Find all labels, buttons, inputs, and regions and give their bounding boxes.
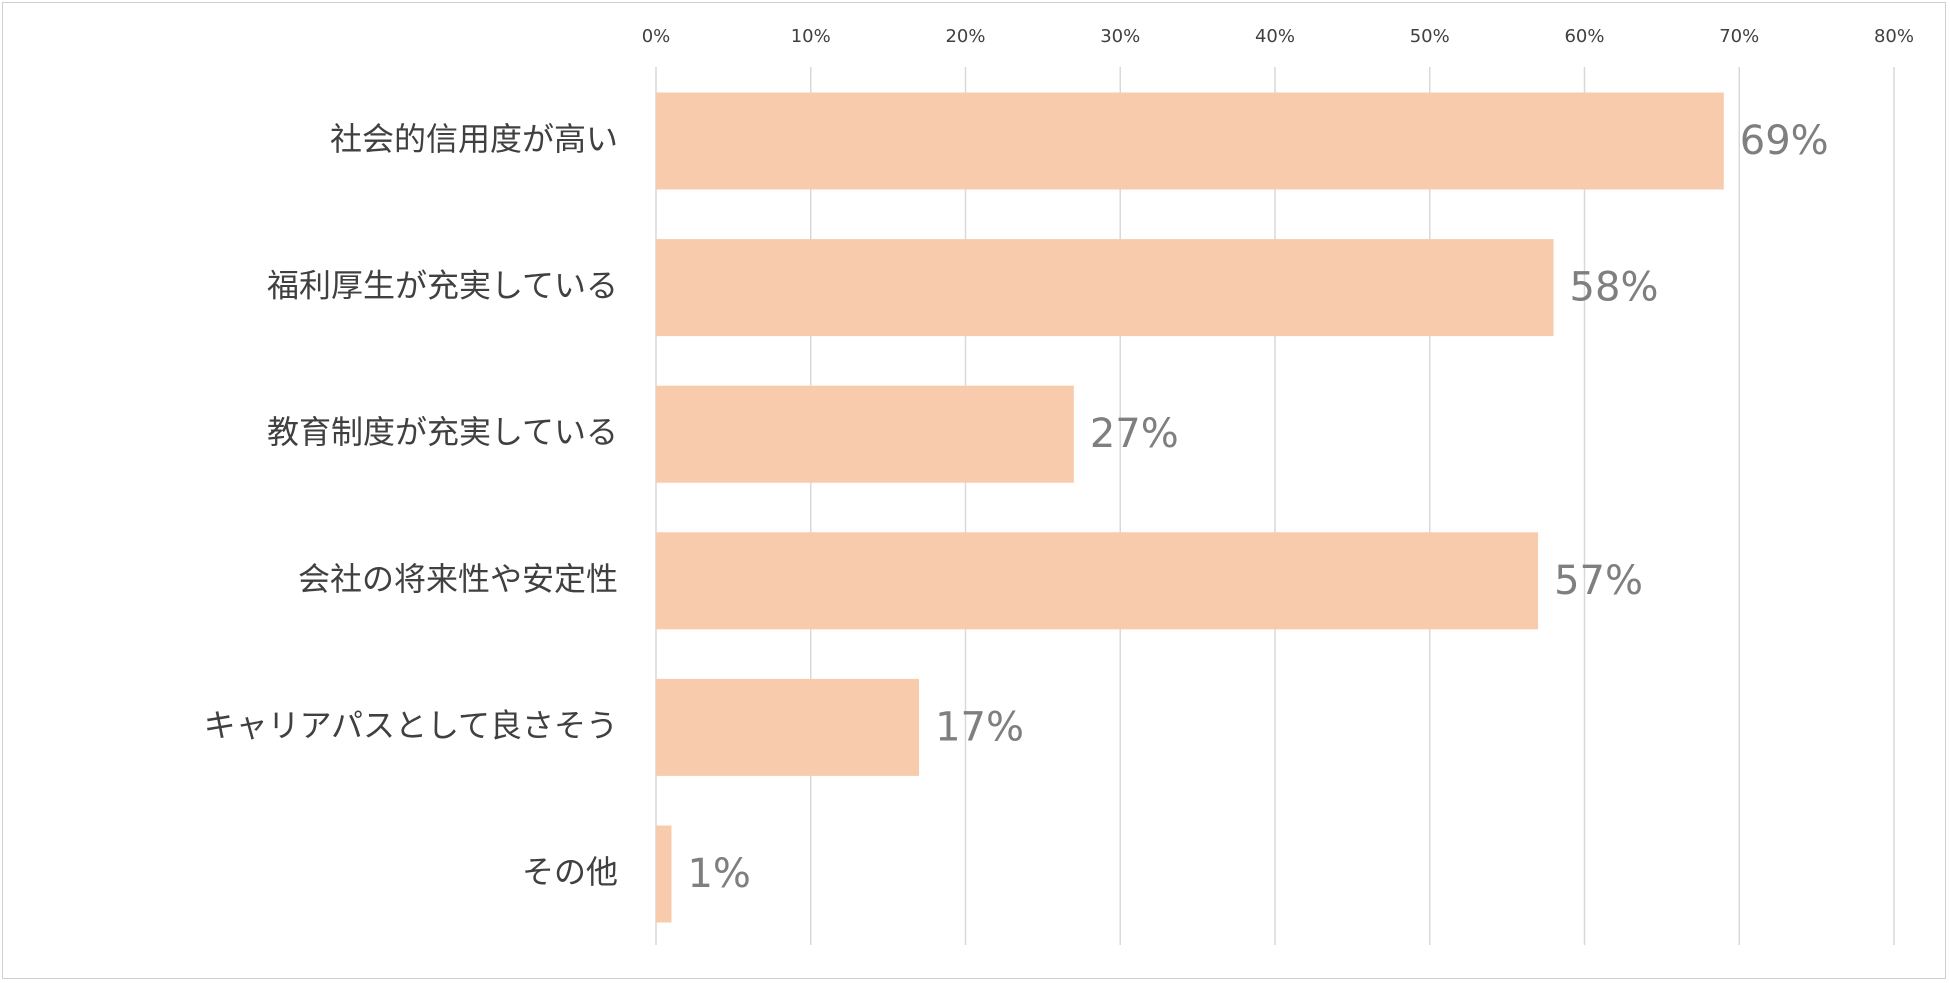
x-axis-ticks: 0% 10% 20% 30% 40% 50% 60% 70% 80% xyxy=(642,26,1914,47)
category-labels: 社会的信用度が高い福利厚生が充実している教育制度が充実している会社の将来性や安定… xyxy=(204,120,618,891)
bar xyxy=(656,678,920,776)
x-tick-label: 70% xyxy=(1719,26,1759,47)
category-label: 福利厚生が充実している xyxy=(267,267,618,305)
category-label: キャリアパスとして良さそう xyxy=(204,706,618,744)
bar xyxy=(656,532,1539,630)
bars xyxy=(656,92,1724,923)
bar xyxy=(656,825,672,923)
bar xyxy=(656,92,1724,190)
data-label: 69% xyxy=(1740,118,1829,164)
x-tick-label: 0% xyxy=(642,26,671,47)
data-label: 1% xyxy=(687,851,750,897)
data-label: 17% xyxy=(935,704,1024,750)
x-tick-label: 80% xyxy=(1874,26,1914,47)
bar-chart: 0% 10% 20% 30% 40% 50% 60% 70% 80% 社会的信用度が高い福利厚生… xyxy=(204,26,1914,945)
data-labels: 69% 58% 27% 57% 17% 1% xyxy=(687,118,1828,897)
data-label: 57% xyxy=(1554,558,1643,604)
category-label: その他 xyxy=(522,853,618,891)
data-label: 27% xyxy=(1090,411,1179,457)
bar xyxy=(656,385,1074,483)
category-label: 会社の将来性や安定性 xyxy=(298,560,618,598)
x-tick-label: 20% xyxy=(945,26,985,47)
x-tick-label: 50% xyxy=(1410,26,1450,47)
gridlines xyxy=(655,67,1895,945)
bar xyxy=(656,239,1554,337)
x-tick-label: 30% xyxy=(1100,26,1140,47)
x-tick-label: 10% xyxy=(791,26,831,47)
x-tick-label: 60% xyxy=(1564,26,1604,47)
category-label: 教育制度が充実している xyxy=(267,413,618,451)
category-label: 社会的信用度が高い xyxy=(330,120,618,158)
data-label: 58% xyxy=(1570,265,1659,311)
x-tick-label: 40% xyxy=(1255,26,1295,47)
